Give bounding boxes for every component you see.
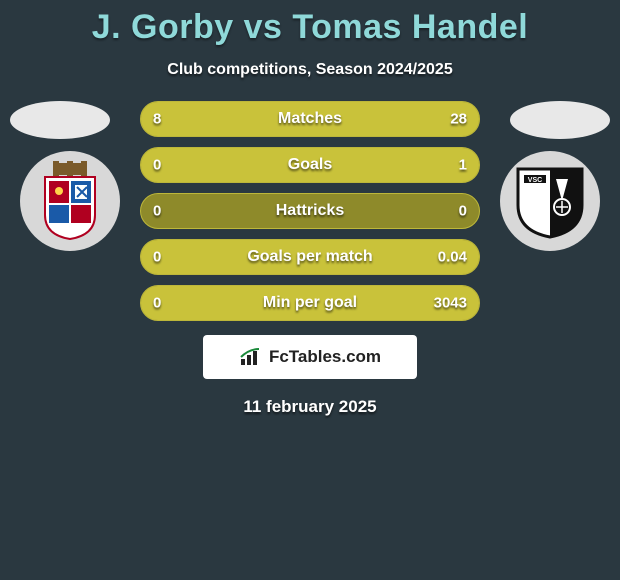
player-photo-right <box>510 101 610 139</box>
stat-value-right: 28 <box>450 111 467 128</box>
stat-label: Goals <box>288 156 332 174</box>
date-text: 11 february 2025 <box>0 397 620 417</box>
club-logo-left <box>20 151 120 251</box>
stat-value-right: 0.04 <box>438 249 467 266</box>
stat-label: Matches <box>278 110 342 128</box>
brand-text: FcTables.com <box>269 347 381 367</box>
subtitle: Club competitions, Season 2024/2025 <box>0 61 620 79</box>
stat-value-right: 0 <box>459 203 467 220</box>
brand-box: FcTables.com <box>203 335 417 379</box>
stat-label: Min per goal <box>263 294 357 312</box>
page-title: J. Gorby vs Tomas Handel <box>0 0 620 47</box>
stat-bars: 8 Matches 28 0 Goals 1 0 Hattricks 0 0 G… <box>140 101 480 321</box>
stat-label: Hattricks <box>276 202 344 220</box>
club-logo-right: VSC <box>500 151 600 251</box>
bar-chart-icon <box>239 347 263 367</box>
comparison-panel: VSC 8 Matches 28 0 Goals 1 0 Hattricks 0 <box>0 101 620 417</box>
stat-bar: 8 Matches 28 <box>140 101 480 137</box>
stat-value-left: 8 <box>153 111 161 128</box>
stat-bar: 0 Goals 1 <box>140 147 480 183</box>
stat-value-left: 0 <box>153 157 161 174</box>
stat-value-left: 0 <box>153 203 161 220</box>
stat-bar: 0 Goals per match 0.04 <box>140 239 480 275</box>
stat-bar: 0 Hattricks 0 <box>140 193 480 229</box>
stat-label: Goals per match <box>247 248 372 266</box>
stat-value-left: 0 <box>153 249 161 266</box>
player-photo-left <box>10 101 110 139</box>
stat-value-right: 1 <box>459 157 467 174</box>
stat-value-right: 3043 <box>434 295 467 312</box>
braga-crest-icon <box>35 161 105 241</box>
bar-fill-right <box>215 102 479 136</box>
stat-bar: 0 Min per goal 3043 <box>140 285 480 321</box>
svg-text:VSC: VSC <box>528 177 542 184</box>
vitoria-crest-icon: VSC <box>510 161 590 241</box>
stat-value-left: 0 <box>153 295 161 312</box>
